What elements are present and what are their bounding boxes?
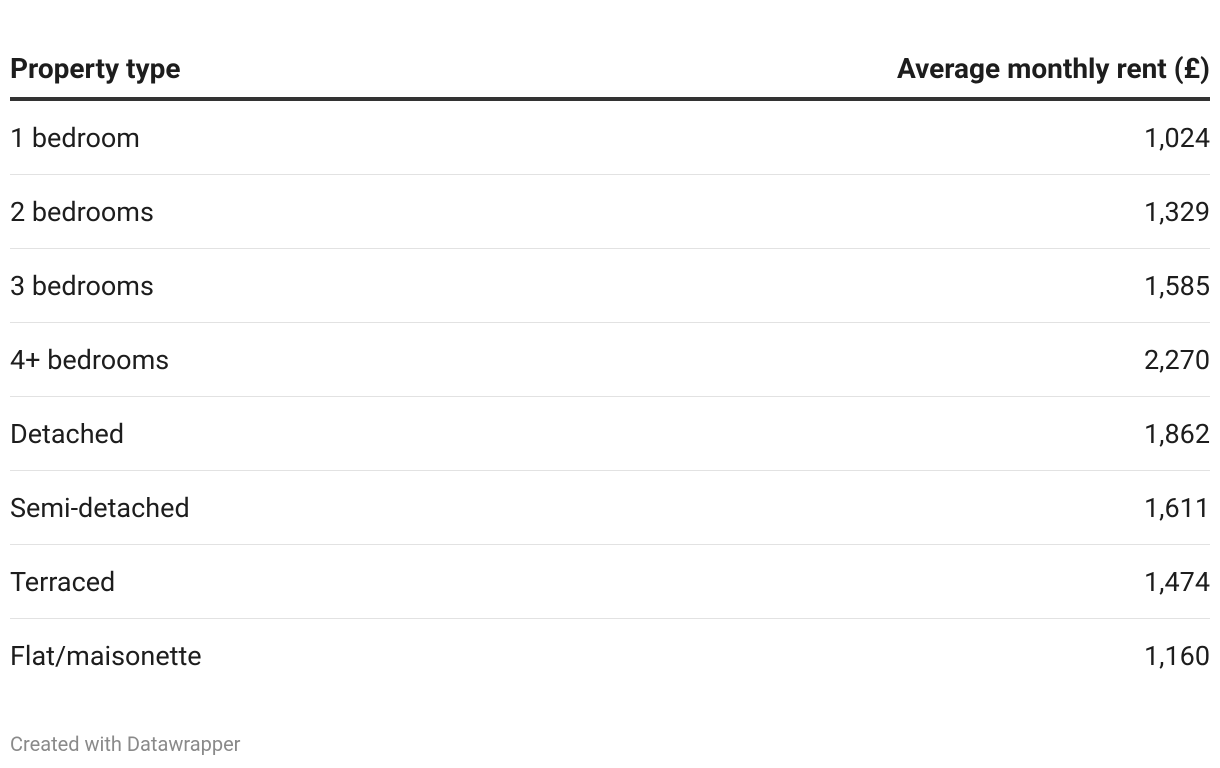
header-cell: Property type	[10, 52, 181, 85]
header-row: Property type Average monthly rent (£)	[10, 40, 1210, 101]
value-cell: 1,611	[1143, 491, 1210, 524]
label-cell: 3 bedrooms	[10, 269, 154, 302]
table-row: Semi-detached 1,611	[10, 471, 1210, 545]
table-row: Flat/maisonette 1,160	[10, 619, 1210, 692]
value-cell: 1,160	[1143, 639, 1210, 672]
header-cell: Average monthly rent (£)	[897, 52, 1210, 85]
table-row: 1 bedroom 1,024	[10, 101, 1210, 175]
label-cell: Detached	[10, 417, 125, 450]
value-cell: 1,474	[1143, 565, 1210, 598]
table-row: 3 bedrooms 1,585	[10, 249, 1210, 323]
table: Property type Average monthly rent (£) 1 b…	[10, 40, 1210, 692]
value-cell: 1,329	[1143, 195, 1210, 228]
label-cell: Flat/maisonette	[10, 639, 202, 672]
label-cell: Semi-detached	[10, 491, 190, 524]
value-cell: 1,585	[1143, 269, 1210, 302]
table-row: 4+ bedrooms 2,270	[10, 323, 1210, 397]
label-cell: 1 bedroom	[10, 121, 140, 154]
value-cell: 2,270	[1143, 343, 1210, 376]
label-cell: Terraced	[10, 565, 116, 598]
table-row: 2 bedrooms 1,329	[10, 175, 1210, 249]
value-cell: 1,024	[1143, 121, 1210, 154]
table-row: Terraced 1,474	[10, 545, 1210, 619]
table-row: Detached 1,862	[10, 397, 1210, 471]
label-cell: 4+ bedrooms	[10, 343, 170, 376]
label-cell: 2 bedrooms	[10, 195, 154, 228]
value-cell: 1,862	[1143, 417, 1210, 450]
footer-credit: Created with Datawrapper	[10, 732, 241, 756]
